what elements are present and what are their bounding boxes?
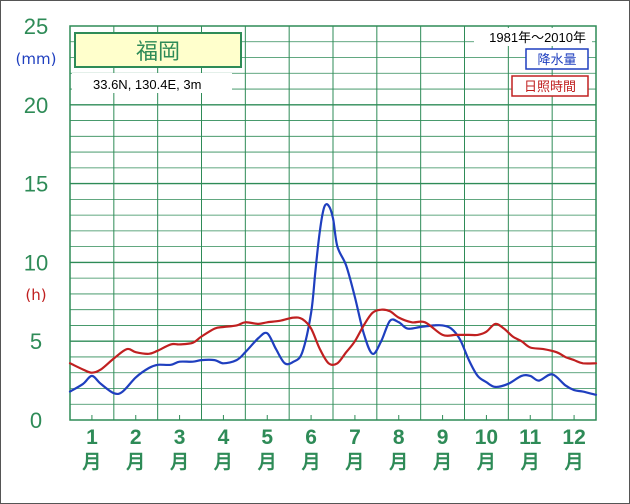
grid-lines <box>69 25 597 421</box>
month-suffix: 月 <box>257 451 277 473</box>
legend-precip-box <box>525 48 589 70</box>
station-box <box>74 32 242 68</box>
month-suffix: 月 <box>388 451 408 473</box>
station-name: 福岡 <box>136 40 180 65</box>
legend-precip-label: 降水量 <box>537 53 576 68</box>
series-lines <box>68 203 598 396</box>
month-number: 12 <box>562 426 585 449</box>
month-number: 4 <box>218 426 230 449</box>
y-tick-label: 25 <box>24 14 48 39</box>
month-suffix: 月 <box>564 451 584 473</box>
precip-line <box>68 203 598 396</box>
sun-unit: (h) <box>25 286 46 304</box>
month-number: 8 <box>393 426 405 449</box>
y-tick-label: 20 <box>24 93 48 118</box>
legend-sun-box <box>511 75 589 97</box>
legend-sun-label: 日照時間 <box>524 80 576 95</box>
month-suffix: 月 <box>301 451 321 473</box>
month-suffix: 月 <box>81 451 101 473</box>
y-tick-labels: 0 5 10 15 20 25 <box>24 14 48 433</box>
y-tick-label: 10 <box>24 250 48 275</box>
period-bg <box>474 28 592 46</box>
period-label: 1981年〜2010年 <box>489 30 586 45</box>
month-number: 6 <box>305 426 317 449</box>
y-tick-label: 0 <box>30 408 42 433</box>
month-suffix: 月 <box>125 451 145 473</box>
month-number: 11 <box>519 426 542 449</box>
month-suffix: 月 <box>476 451 496 473</box>
month-suffix: 月 <box>344 451 364 473</box>
month-suffix: 月 <box>213 451 233 473</box>
month-suffix: 月 <box>520 451 540 473</box>
month-number: 2 <box>130 426 142 449</box>
month-suffix: 月 <box>432 451 452 473</box>
month-suffix: 月 <box>169 451 189 473</box>
month-number: 3 <box>174 426 186 449</box>
y-tick-label: 15 <box>24 172 48 197</box>
month-number: 9 <box>437 426 449 449</box>
sunshine-line <box>68 308 598 374</box>
coords-bg <box>72 73 232 93</box>
station-coords: 33.6N, 130.4E, 3m <box>93 77 201 92</box>
month-number: 5 <box>261 426 273 449</box>
month-number: 10 <box>475 426 498 449</box>
month-number: 7 <box>349 426 361 449</box>
y-tick-label: 5 <box>30 329 42 354</box>
precip-unit: (mm) <box>16 50 57 68</box>
month-number: 1 <box>86 426 98 449</box>
